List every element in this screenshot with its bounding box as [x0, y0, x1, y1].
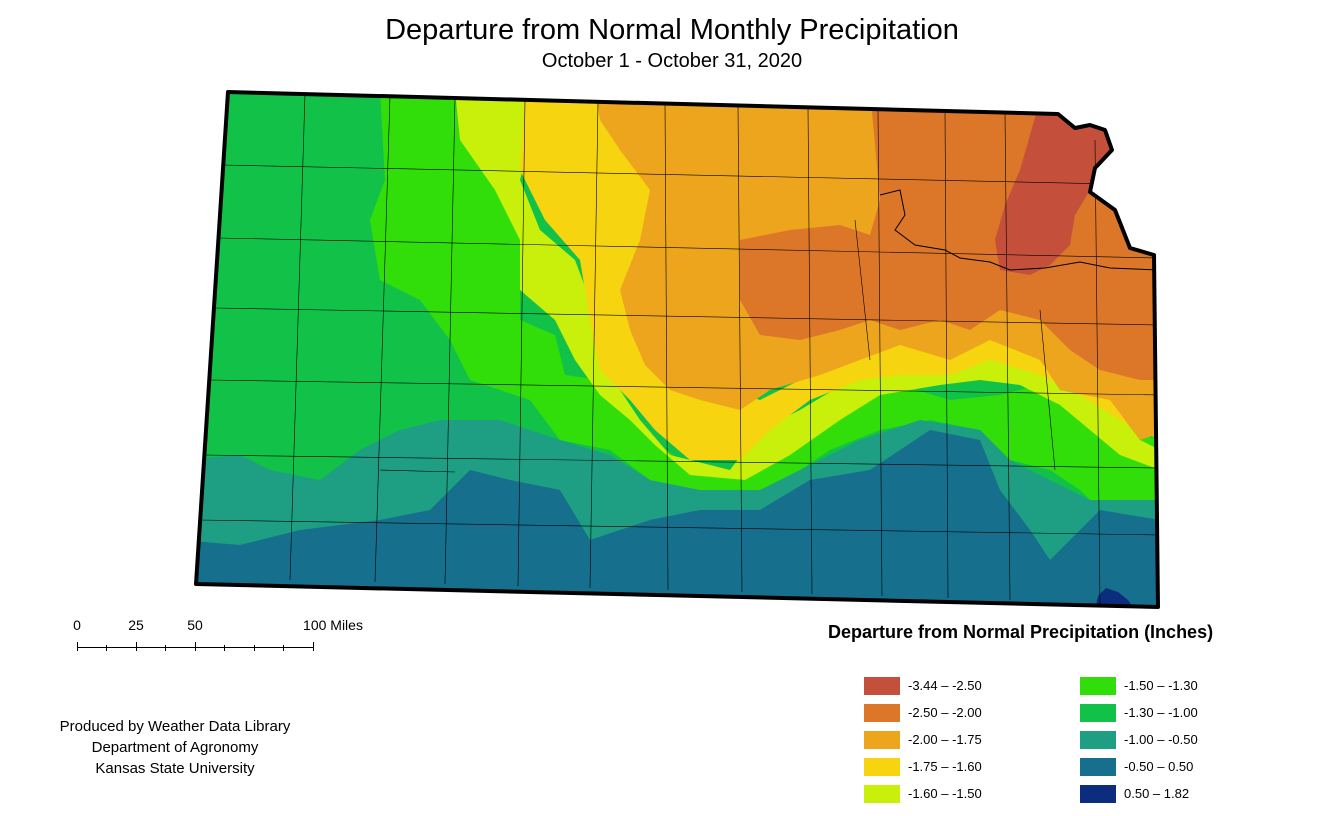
legend-label: -3.44 – -2.50 [908, 678, 982, 693]
credit-line: Produced by Weather Data Library [59, 718, 291, 735]
scale-label-100: 100 Miles [303, 617, 363, 633]
legend-item: -3.44 – -2.50 [864, 672, 982, 699]
legend-label: -1.50 – -1.30 [1124, 678, 1198, 693]
scale-tick [313, 642, 314, 651]
credits: Produced by Weather Data Library Departm… [30, 716, 320, 779]
legend-title: Departure from Normal Precipitation (Inc… [828, 622, 1214, 642]
legend-swatch [1080, 784, 1116, 803]
legend-column-left: -3.44 – -2.50 -2.50 – -2.00 -2.00 – -1.7… [864, 672, 982, 807]
legend-item: -0.50 – 0.50 [1080, 753, 1198, 780]
scale-bar: 0 25 50 100 Miles [60, 615, 390, 660]
legend-item: -1.60 – -1.50 [864, 780, 982, 807]
scale-label-0: 0 [73, 617, 81, 633]
legend-swatch [864, 703, 900, 722]
legend-label: -1.60 – -1.50 [908, 786, 982, 801]
scale-tick [283, 645, 284, 651]
legend-label: -0.50 – 0.50 [1124, 759, 1194, 774]
scale-label-25: 25 [128, 617, 144, 633]
legend-label: -2.50 – -2.00 [908, 705, 982, 720]
scale-label-50: 50 [187, 617, 203, 633]
legend-label: -1.75 – -1.60 [908, 759, 982, 774]
legend-column-right: -1.50 – -1.30 -1.30 – -1.00 -1.00 – -0.5… [1080, 672, 1198, 807]
map-subtitle: October 1 - October 31, 2020 [541, 50, 803, 72]
legend-swatch [864, 676, 900, 695]
legend-swatch [864, 757, 900, 776]
map-title: Departure from Normal Monthly Precipitat… [385, 14, 959, 46]
legend-swatch [1080, 703, 1116, 722]
legend-label: -1.00 – -0.50 [1124, 732, 1198, 747]
kansas-river [879, 189, 1158, 271]
scale-tick [254, 645, 255, 651]
legend-item: -1.30 – -1.00 [1080, 699, 1198, 726]
legend-label: -1.30 – -1.00 [1124, 705, 1198, 720]
zone-red [995, 100, 1120, 275]
legend-item: -2.00 – -1.75 [864, 726, 982, 753]
kansas-state-border [194, 90, 1160, 609]
zone-dark-teal [196, 430, 1158, 607]
legend-swatch [864, 730, 900, 749]
legend-item: -1.00 – -0.50 [1080, 726, 1198, 753]
legend-swatch [1080, 730, 1116, 749]
credit-line: Kansas State University [95, 760, 255, 777]
scale-tick [165, 645, 166, 651]
legend-label: -2.00 – -1.75 [908, 732, 982, 747]
county-boundaries [199, 93, 1158, 606]
scale-tick [195, 642, 196, 651]
scale-tick [106, 645, 107, 651]
legend-label: 0.50 – 1.82 [1124, 786, 1190, 801]
legend-swatch [864, 784, 900, 803]
legend-swatch [1080, 757, 1116, 776]
scale-tick [77, 642, 78, 651]
scale-tick [136, 642, 137, 651]
scale-tick [224, 645, 225, 651]
legend-item: -1.75 – -1.60 [864, 753, 982, 780]
legend-item: -1.50 – -1.30 [1080, 672, 1198, 699]
credit-line: Department of Agronomy [91, 739, 259, 756]
legend-item: -2.50 – -2.00 [864, 699, 982, 726]
legend-swatch [1080, 676, 1116, 695]
zone-yellow [520, 92, 1158, 460]
legend-item: 0.50 – 1.82 [1080, 780, 1198, 807]
zone-lightgreen [370, 92, 1158, 510]
